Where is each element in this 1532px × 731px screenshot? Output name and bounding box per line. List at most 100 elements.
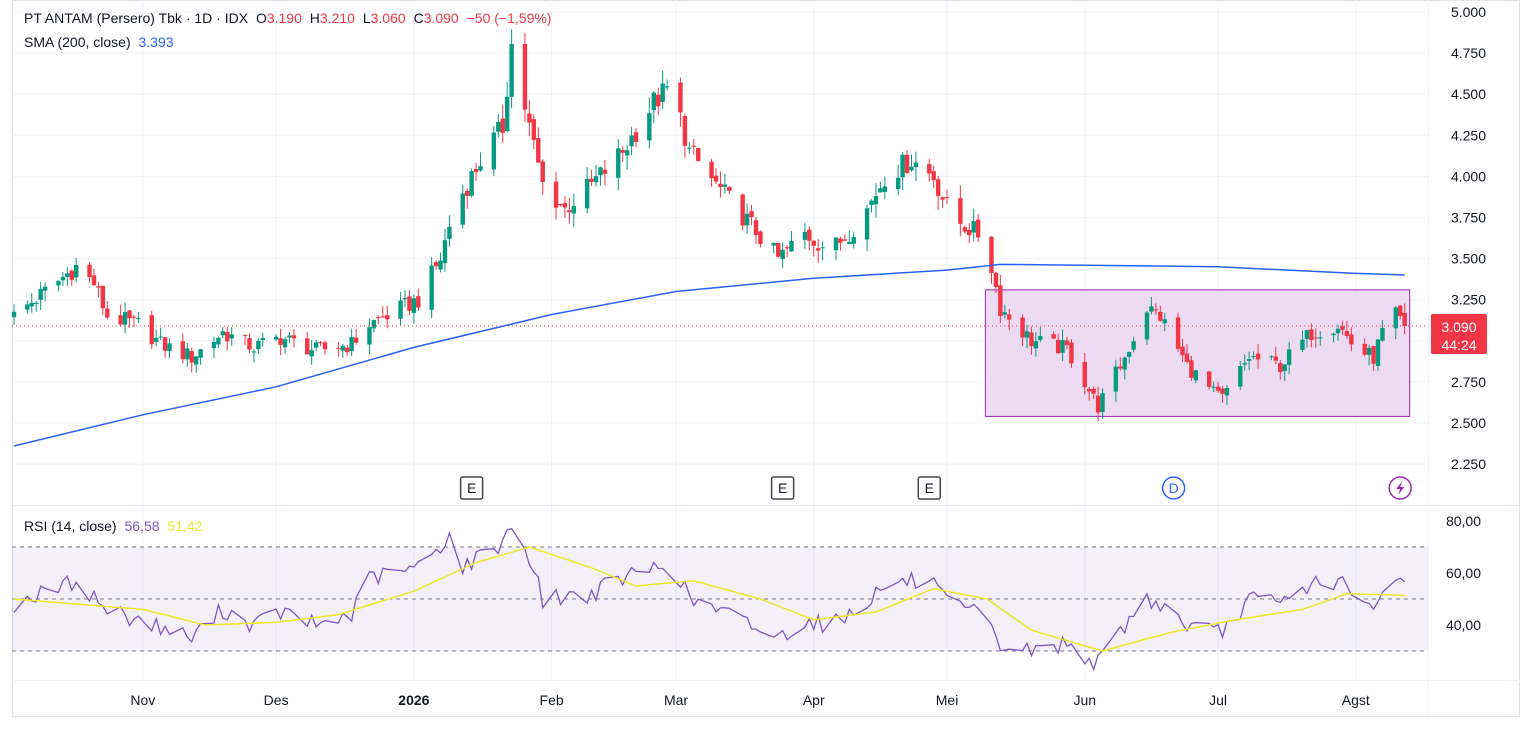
candle-body xyxy=(838,238,843,243)
candle-body xyxy=(713,175,719,182)
candle-body xyxy=(1029,332,1034,347)
candle-body xyxy=(975,219,981,238)
candle-body xyxy=(696,148,701,161)
candle-body xyxy=(771,242,776,246)
candle-body xyxy=(1095,395,1101,413)
candle-body xyxy=(1211,386,1216,388)
rsi-line xyxy=(13,527,1406,672)
candle-body xyxy=(1318,337,1323,339)
open-value: O3.190 xyxy=(255,10,302,26)
candle-body xyxy=(278,338,283,345)
rsi-tick-label: 80,00 xyxy=(1446,513,1481,529)
candle-body xyxy=(309,350,314,357)
candle-body xyxy=(1189,360,1194,378)
candle-body xyxy=(624,150,630,156)
candle-body xyxy=(522,44,528,110)
candle-body xyxy=(25,304,30,310)
candle-body xyxy=(442,240,448,264)
candle-body xyxy=(464,190,470,196)
candle-body xyxy=(376,317,381,319)
candle-body xyxy=(553,181,559,208)
candle-body xyxy=(1033,341,1039,349)
rsi-legend[interactable]: RSI (14, close) 56,58 51,42 xyxy=(24,518,206,534)
rsi-tick-label: 40,00 xyxy=(1446,617,1481,633)
candle-body xyxy=(305,338,310,355)
candle-body xyxy=(34,302,39,304)
candle-body xyxy=(291,335,297,339)
candle-body xyxy=(740,194,745,226)
candle-body xyxy=(1273,356,1279,361)
time-tick-label: Apr xyxy=(803,692,825,708)
candle-body xyxy=(1220,388,1225,394)
candle-body xyxy=(167,343,172,352)
candle-body xyxy=(571,206,577,214)
candle-body xyxy=(1224,388,1230,396)
candle-body xyxy=(1024,331,1030,338)
candle-body xyxy=(589,178,594,182)
time-tick-label: Agst xyxy=(1342,692,1370,708)
rsi-ma-line xyxy=(13,546,1405,652)
candle-body xyxy=(558,203,563,206)
candle-body xyxy=(682,115,688,146)
candle-body xyxy=(220,331,226,336)
candle-body xyxy=(940,197,945,200)
earnings-marker-box xyxy=(459,476,484,500)
candle-body xyxy=(709,161,714,179)
candle-body xyxy=(460,193,465,225)
candle-body xyxy=(1215,386,1221,391)
candle-body xyxy=(353,337,359,343)
candle-body xyxy=(1051,334,1056,339)
candle-body xyxy=(38,288,43,300)
candle-body xyxy=(687,147,692,149)
candle-body xyxy=(407,296,412,311)
candle-body xyxy=(1118,366,1123,369)
candle-body xyxy=(500,118,505,133)
candle-body xyxy=(313,342,319,348)
candle-body xyxy=(691,145,696,147)
earnings-icon[interactable]: E xyxy=(770,476,795,500)
candle-body xyxy=(1278,363,1283,372)
candles xyxy=(11,29,1407,422)
candle-body xyxy=(878,188,883,193)
candle-body xyxy=(1162,319,1167,324)
candle-body xyxy=(367,327,372,345)
dividend-icon[interactable]: D xyxy=(1161,476,1186,500)
candle-body xyxy=(935,179,941,196)
rsi-label[interactable]: RSI (14, close) xyxy=(24,518,117,534)
symbol-title[interactable]: PT ANTAM (Persero) Tbk · 1D · IDX xyxy=(24,10,249,26)
candle-body xyxy=(60,276,66,281)
range-box[interactable] xyxy=(984,289,1411,417)
earnings-marker-box xyxy=(917,476,942,500)
candle-body xyxy=(1064,340,1070,346)
sma-label[interactable]: SMA (200, close) xyxy=(24,34,131,50)
candle-body xyxy=(815,248,821,251)
candle-body xyxy=(873,196,879,205)
price-tick-label: 4.500 xyxy=(1451,86,1486,102)
candle-body xyxy=(993,272,999,287)
candle-body xyxy=(1149,306,1154,312)
main-legend[interactable]: PT ANTAM (Persero) Tbk · 1D · IDX O3.190… xyxy=(24,10,555,26)
candle-body xyxy=(1091,388,1096,394)
earnings-icon[interactable]: E xyxy=(459,476,484,500)
candle-body xyxy=(633,132,639,142)
candle-body xyxy=(1184,353,1190,362)
candle-body xyxy=(251,351,257,353)
candle-body xyxy=(491,132,497,170)
sma-legend[interactable]: SMA (200, close) 3.393 xyxy=(24,34,178,50)
candle-body xyxy=(895,177,901,190)
lightning-icon[interactable] xyxy=(1388,476,1412,500)
candle-body xyxy=(1398,305,1403,316)
candle-body xyxy=(971,221,976,233)
earnings-icon[interactable]: E xyxy=(917,476,942,500)
candle-body xyxy=(833,237,839,251)
candle-body xyxy=(1331,333,1336,336)
candle-body xyxy=(282,339,288,348)
candle-body xyxy=(1060,340,1065,353)
candle-body xyxy=(447,226,452,239)
candle-body xyxy=(131,316,137,318)
candle-body xyxy=(273,336,279,340)
candle-body xyxy=(864,208,870,240)
candle-body xyxy=(927,164,932,174)
